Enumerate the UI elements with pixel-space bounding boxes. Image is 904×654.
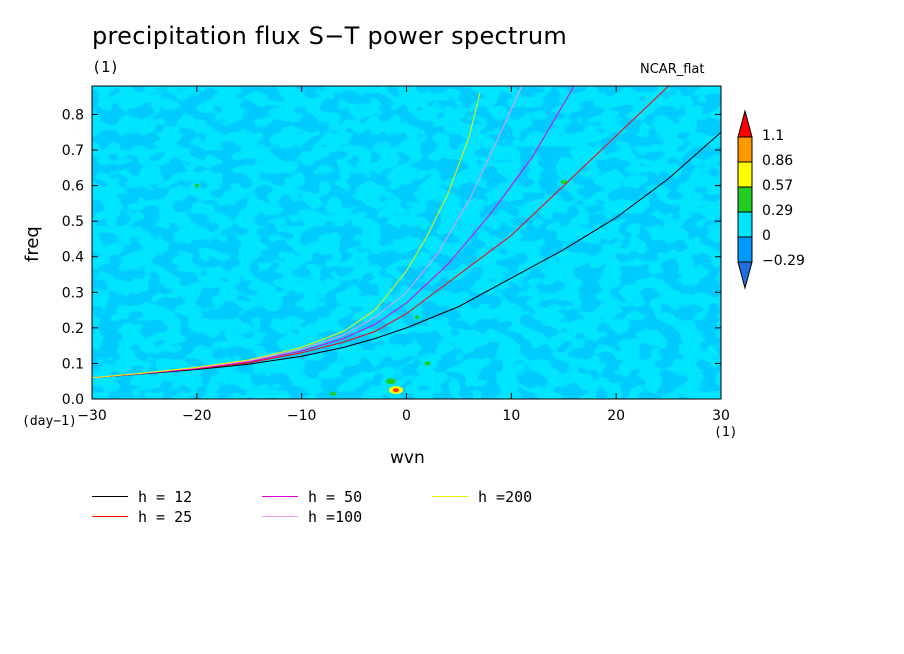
heatmap-spot <box>194 183 199 188</box>
colorbar-segment <box>737 186 753 213</box>
colorbar-segment <box>737 161 753 188</box>
legend-item: h = 12 <box>92 488 232 506</box>
legend-swatch <box>262 496 298 497</box>
colorbar-label: 0.57 <box>762 178 794 194</box>
x-tick-label: −20 <box>182 408 212 424</box>
y-tick-label: 0.2 <box>62 321 84 337</box>
legend-swatch <box>92 496 128 497</box>
colorbar-label: 1.1 <box>762 128 785 144</box>
series-line-h12 <box>92 131 721 379</box>
x-tick-label: 10 <box>502 408 520 424</box>
chart-subtitle-unit: (1) <box>92 58 120 76</box>
x-axis-unit: (1) <box>714 425 738 440</box>
legend-item: h =200 <box>432 488 572 506</box>
legend-label: h = 50 <box>308 488 363 506</box>
heatmap-field <box>92 86 721 399</box>
x-tick-label: 20 <box>607 408 625 424</box>
x-tick-label: −10 <box>287 408 317 424</box>
y-tick-label: 0.7 <box>62 143 84 159</box>
heatmap-spots <box>194 180 567 396</box>
legend-label: h = 25 <box>138 508 193 526</box>
colorbar-top-arrow <box>737 109 753 138</box>
legend-swatch <box>432 496 468 497</box>
colorbar-bottom-arrow <box>737 261 753 290</box>
heatmap-spot <box>393 388 400 393</box>
y-tick-label: 0.5 <box>62 214 84 230</box>
heatmap-spot <box>385 378 396 385</box>
legend-swatch <box>262 516 298 517</box>
legend-label: h = 12 <box>138 488 193 506</box>
heatmap-spot <box>330 391 337 396</box>
y-tick-label: 0.4 <box>62 250 84 266</box>
colorbar-label: −0.29 <box>762 253 805 269</box>
y-tick-label: 0.6 <box>62 179 84 195</box>
legend-item: h = 50 <box>262 488 402 506</box>
legend-label: h =100 <box>308 508 363 526</box>
heatmap-spot <box>560 180 567 185</box>
x-tick-label: 30 <box>712 408 730 424</box>
x-tick-label: 0 <box>402 408 411 424</box>
heatmap-blobs <box>92 86 721 399</box>
series-line-h50 <box>92 86 575 379</box>
y-axis-unit: (day−1) <box>22 414 77 429</box>
y-tick-label: 0.0 <box>62 392 84 408</box>
dispersion-curves <box>92 86 721 379</box>
x-tick-label: −30 <box>77 408 107 424</box>
colorbar-segment <box>737 236 753 263</box>
colormap-name: NCAR_flat <box>640 62 705 77</box>
colorbar-segment <box>737 211 753 238</box>
colorbar-segment <box>737 136 753 163</box>
legend-item: h =100 <box>262 508 402 526</box>
y-tick-label: 0.3 <box>62 285 84 301</box>
heatmap-spot <box>414 315 419 320</box>
axis-ticks: −30 −20 −10 0 10 20 30 0.0 0.1 0.2 0.3 0.4 0.5 0.6 0.7… <box>62 86 730 424</box>
chart-title: precipitation flux S−T power spectrum <box>92 22 568 50</box>
colorbar <box>737 109 753 290</box>
colorbar-label: 0.86 <box>762 153 794 169</box>
legend-swatch <box>92 516 128 517</box>
y-tick-label: 0.8 <box>62 107 84 123</box>
colorbar-label: 0 <box>762 228 771 244</box>
series-line-h200 <box>92 92 481 379</box>
legend-label: h =200 <box>478 488 533 506</box>
x-axis-label: wvn <box>390 448 425 468</box>
legend-item: h = 25 <box>92 508 232 526</box>
y-tick-label: 0.1 <box>62 356 84 372</box>
colorbar-label: 0.29 <box>762 203 794 219</box>
heatmap-spot <box>424 361 431 366</box>
